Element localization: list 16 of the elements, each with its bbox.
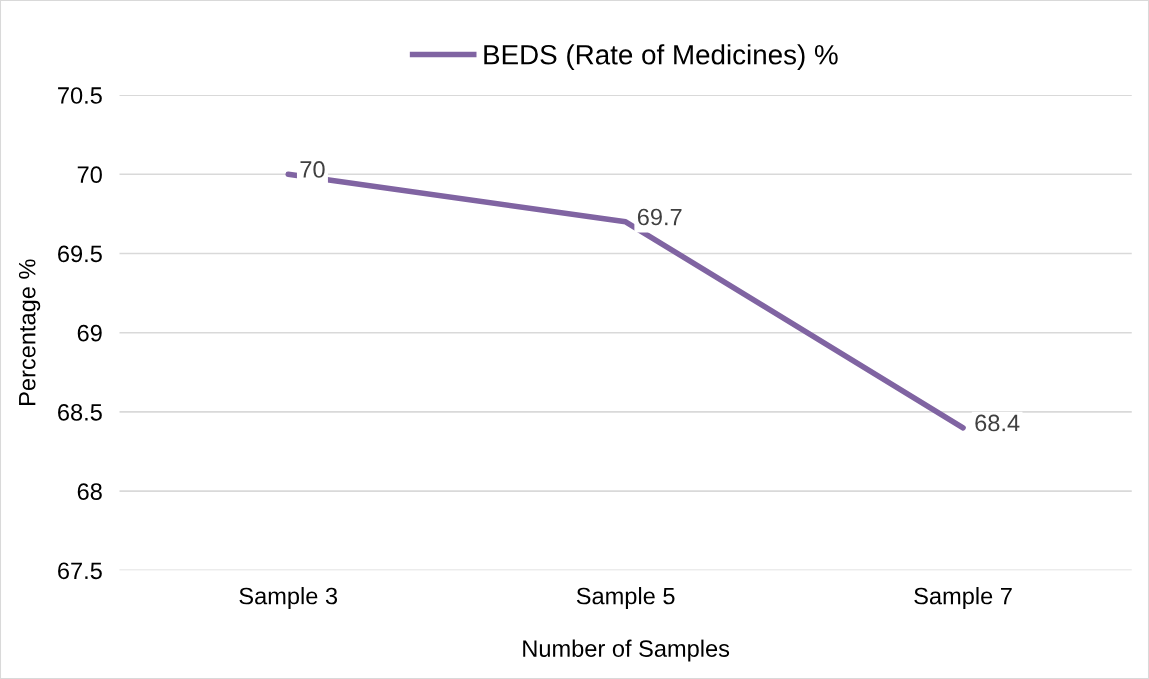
x-tick-label: Sample 5 [576, 587, 675, 610]
y-tick-label: 67.5 [58, 562, 102, 580]
y-tick-label: 68.5 [58, 403, 102, 421]
legend-label: BEDS (Rate of Medicines) % [484, 44, 838, 71]
y-tick-label: 70.5 [58, 87, 102, 104]
data-label: 69.7 [637, 208, 682, 226]
y-tick-label: 70 [77, 166, 102, 184]
y-axis-title: Percentage % [18, 259, 41, 405]
y-tick-label: 68 [77, 483, 102, 500]
y-tick-label: 69 [77, 324, 102, 342]
data-label: 68.4 [975, 414, 1020, 432]
x-axis-title: Number of Samples [523, 639, 730, 662]
data-label: 70 [300, 161, 325, 178]
x-tick-label: Sample 3 [239, 587, 338, 610]
x-tick-label: Sample 7 [914, 587, 1012, 610]
y-tick-label: 69.5 [58, 245, 102, 263]
